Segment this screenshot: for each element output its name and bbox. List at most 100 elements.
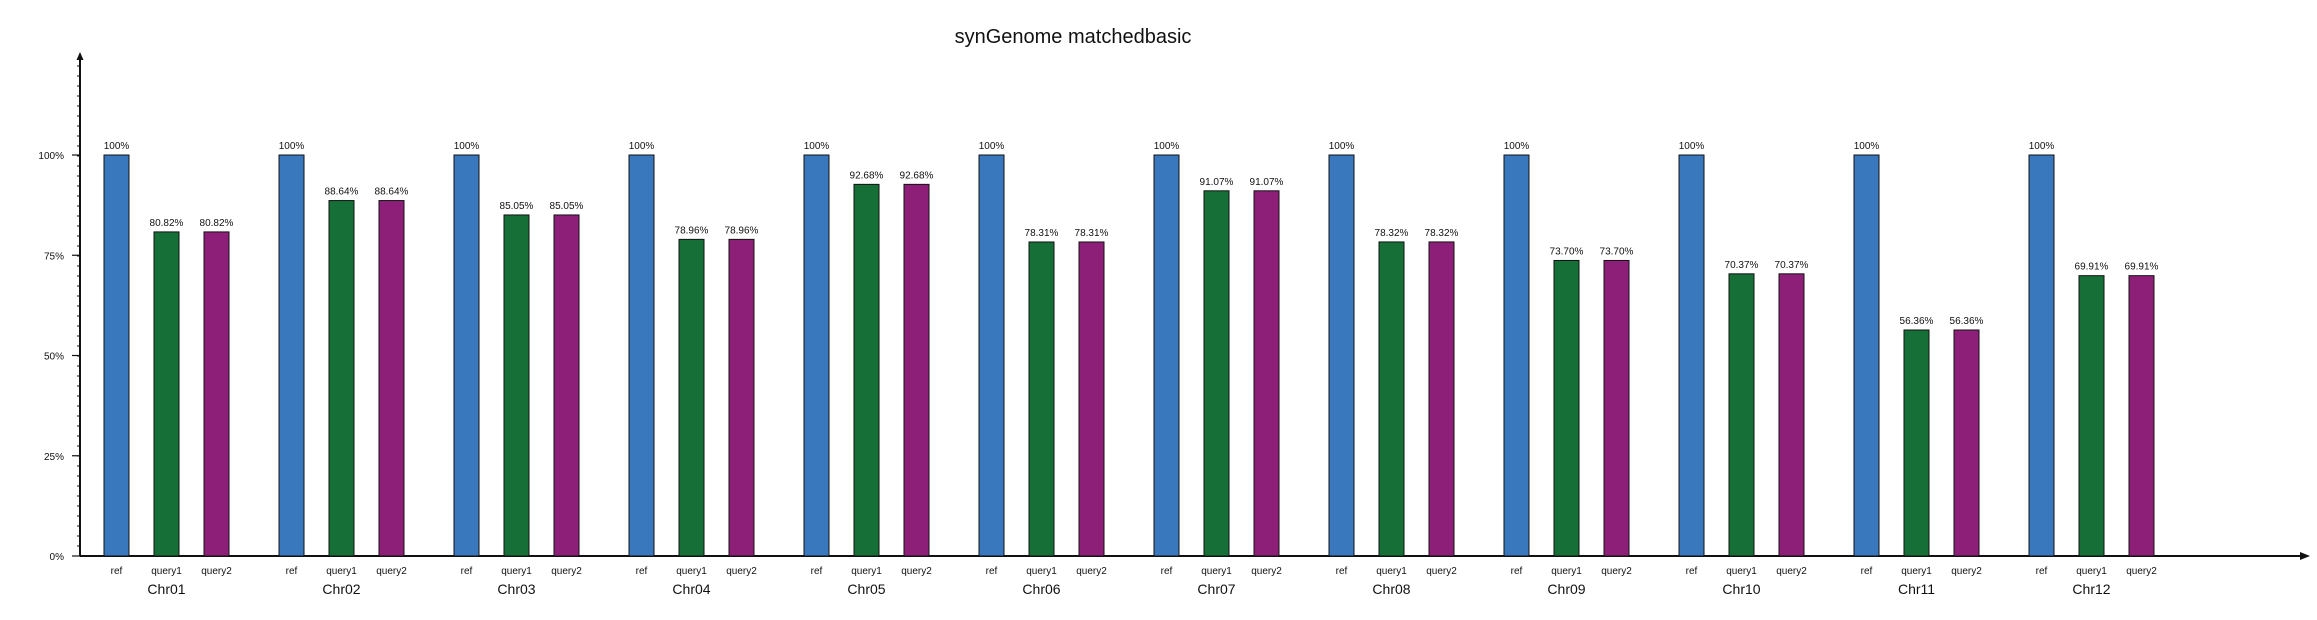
bar-query1-Chr01 xyxy=(153,231,180,557)
bar-query1-Chr08 xyxy=(1378,241,1405,557)
category-label: Chr02 xyxy=(322,581,360,597)
bar-query1-Chr03 xyxy=(503,214,530,557)
bar-query1-Chr02 xyxy=(328,200,355,557)
series-label: query1 xyxy=(1551,566,1582,577)
data-label: 80.82% xyxy=(200,218,234,229)
bar-ref-Chr10 xyxy=(1678,154,1705,557)
series-label: ref xyxy=(811,566,823,577)
category-label: Chr05 xyxy=(847,581,885,597)
bar-ref-Chr07 xyxy=(1153,154,1180,557)
bar-query1-Chr11 xyxy=(1903,329,1930,557)
series-label: query2 xyxy=(901,566,932,577)
bar-query2-Chr10 xyxy=(1778,273,1805,557)
bar-query2-Chr11 xyxy=(1953,329,1980,557)
data-label: 69.91% xyxy=(2125,262,2159,273)
bar-query1-Chr07 xyxy=(1203,190,1230,557)
series-label: query2 xyxy=(1776,566,1807,577)
series-label: query2 xyxy=(1426,566,1457,577)
data-label: 100% xyxy=(104,141,130,152)
series-label: ref xyxy=(1686,566,1698,577)
labels: 100% ref 80.82% query1 80.82% query2 Chr01 100%… xyxy=(104,141,2159,597)
data-label: 78.31% xyxy=(1025,228,1059,239)
data-label: 100% xyxy=(979,141,1005,152)
data-label: 78.32% xyxy=(1425,228,1459,239)
data-label: 85.05% xyxy=(500,201,534,212)
axes: 0% 25% 50% 75% 100% xyxy=(38,52,2310,563)
bar-query1-Chr05 xyxy=(853,183,880,557)
series-label: query2 xyxy=(1601,566,1632,577)
series-label: query1 xyxy=(501,566,532,577)
category-label: Chr09 xyxy=(1547,581,1585,597)
category-label: Chr08 xyxy=(1372,581,1410,597)
bar-query1-Chr06 xyxy=(1028,241,1055,557)
bar-ref-Chr11 xyxy=(1853,154,1880,557)
category-label: Chr12 xyxy=(2072,581,2110,597)
category-label: Chr06 xyxy=(1022,581,1060,597)
data-label: 56.36% xyxy=(1900,316,1934,327)
bar-query1-Chr12 xyxy=(2078,275,2105,557)
data-label: 78.96% xyxy=(675,225,709,236)
data-label: 100% xyxy=(1154,141,1180,152)
bar-ref-Chr05 xyxy=(803,154,830,557)
data-label: 91.07% xyxy=(1250,177,1284,188)
series-label: query1 xyxy=(1726,566,1757,577)
data-label: 92.68% xyxy=(900,170,934,181)
bar-query2-Chr12 xyxy=(2128,275,2155,557)
category-label: Chr11 xyxy=(1898,581,1935,597)
data-label: 80.82% xyxy=(150,218,184,229)
data-label: 70.37% xyxy=(1775,260,1809,271)
series-label: ref xyxy=(1511,566,1523,577)
bar-query2-Chr09 xyxy=(1603,259,1630,557)
series-label: ref xyxy=(636,566,648,577)
data-label: 100% xyxy=(804,141,830,152)
y-axis-arrow xyxy=(76,52,84,60)
bar-query2-Chr04 xyxy=(728,238,755,557)
bars xyxy=(103,154,2155,557)
data-label: 88.64% xyxy=(325,187,359,198)
bar-query1-Chr09 xyxy=(1553,259,1580,557)
data-label: 73.70% xyxy=(1550,246,1584,257)
data-label: 73.70% xyxy=(1600,246,1634,257)
data-label: 100% xyxy=(629,141,655,152)
series-label: ref xyxy=(461,566,473,577)
bar-ref-Chr08 xyxy=(1328,154,1355,557)
series-label: query1 xyxy=(676,566,707,577)
series-label: query1 xyxy=(1026,566,1057,577)
series-label: query1 xyxy=(1901,566,1932,577)
data-label: 100% xyxy=(1329,141,1355,152)
chart-title: synGenome matchedbasic xyxy=(955,26,1192,48)
bar-ref-Chr02 xyxy=(278,154,305,557)
series-label: ref xyxy=(2036,566,2048,577)
series-label: query2 xyxy=(1251,566,1282,577)
data-label: 70.37% xyxy=(1725,260,1759,271)
data-label: 78.32% xyxy=(1375,228,1409,239)
category-label: Chr01 xyxy=(147,581,185,597)
series-label: ref xyxy=(986,566,998,577)
series-label: query1 xyxy=(1201,566,1232,577)
y-tick-label: 100% xyxy=(38,151,64,162)
series-label: query2 xyxy=(201,566,232,577)
data-label: 100% xyxy=(454,141,480,152)
data-label: 100% xyxy=(1504,141,1530,152)
series-label: query1 xyxy=(1376,566,1407,577)
series-label: query2 xyxy=(2126,566,2157,577)
series-label: ref xyxy=(111,566,123,577)
series-label: query2 xyxy=(376,566,407,577)
bar-query1-Chr04 xyxy=(678,238,705,557)
y-tick-label: 25% xyxy=(44,452,64,463)
data-label: 78.31% xyxy=(1075,228,1109,239)
data-label: 91.07% xyxy=(1200,177,1234,188)
category-label: Chr10 xyxy=(1722,581,1760,597)
bar-ref-Chr03 xyxy=(453,154,480,557)
data-label: 56.36% xyxy=(1950,316,1984,327)
series-label: query2 xyxy=(551,566,582,577)
data-label: 88.64% xyxy=(375,187,409,198)
data-label: 69.91% xyxy=(2075,262,2109,273)
bar-query2-Chr01 xyxy=(203,231,230,557)
series-label: query1 xyxy=(326,566,357,577)
data-label: 100% xyxy=(1679,141,1705,152)
bar-query2-Chr07 xyxy=(1253,190,1280,557)
data-label: 85.05% xyxy=(550,201,584,212)
